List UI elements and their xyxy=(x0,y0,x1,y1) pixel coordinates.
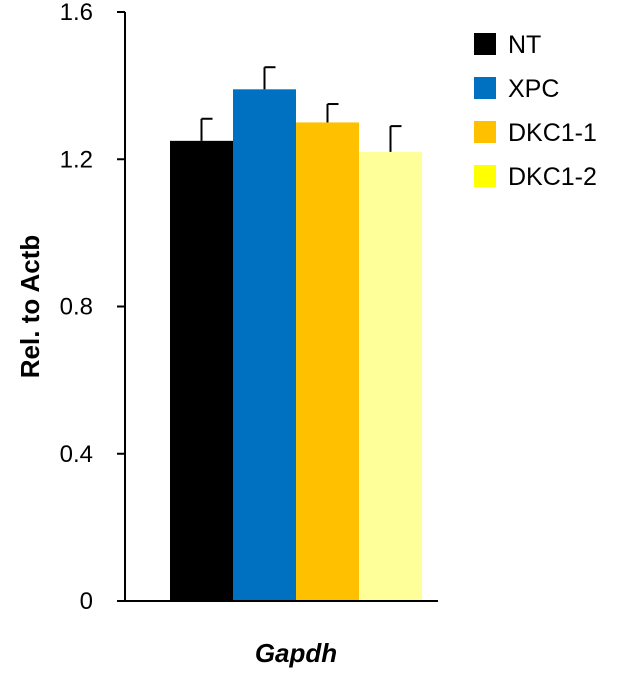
error-bar-group xyxy=(200,66,402,152)
legend-label-nt: NT xyxy=(508,31,541,59)
y-tick-label: 0 xyxy=(80,588,93,615)
legend-label-dkc1-1: DKC1-1 xyxy=(508,119,597,147)
y-tick-label: 0.4 xyxy=(60,441,93,468)
legend-swatch-nt xyxy=(474,33,496,55)
legend-label-xpc: XPC xyxy=(508,75,559,103)
y-tick-label: 0.8 xyxy=(60,294,93,321)
y-axis-ticks: 0 0.4 0.8 1.2 1.6 xyxy=(60,0,125,615)
category-label: Gapdh xyxy=(255,638,337,668)
legend: NT XPC DKC1-1 DKC1-2 xyxy=(474,31,597,191)
legend-label-dkc1-2: DKC1-2 xyxy=(508,163,597,191)
y-tick-label: 1.2 xyxy=(60,146,93,173)
x-axis-category-labels: Gapdh xyxy=(255,638,337,668)
bar-dkc1-2 xyxy=(359,151,422,601)
legend-swatch-dkc1-2 xyxy=(474,165,496,187)
bar-nt xyxy=(170,140,233,601)
legend-swatch-dkc1-1 xyxy=(474,121,496,143)
legend-swatch-xpc xyxy=(474,77,496,99)
bar-xpc xyxy=(233,89,296,602)
y-tick-label: 1.6 xyxy=(60,0,93,26)
bar-dkc1-1 xyxy=(296,122,359,601)
y-axis-title: Rel. to Actb xyxy=(15,235,45,378)
bar-series-group xyxy=(170,89,422,602)
